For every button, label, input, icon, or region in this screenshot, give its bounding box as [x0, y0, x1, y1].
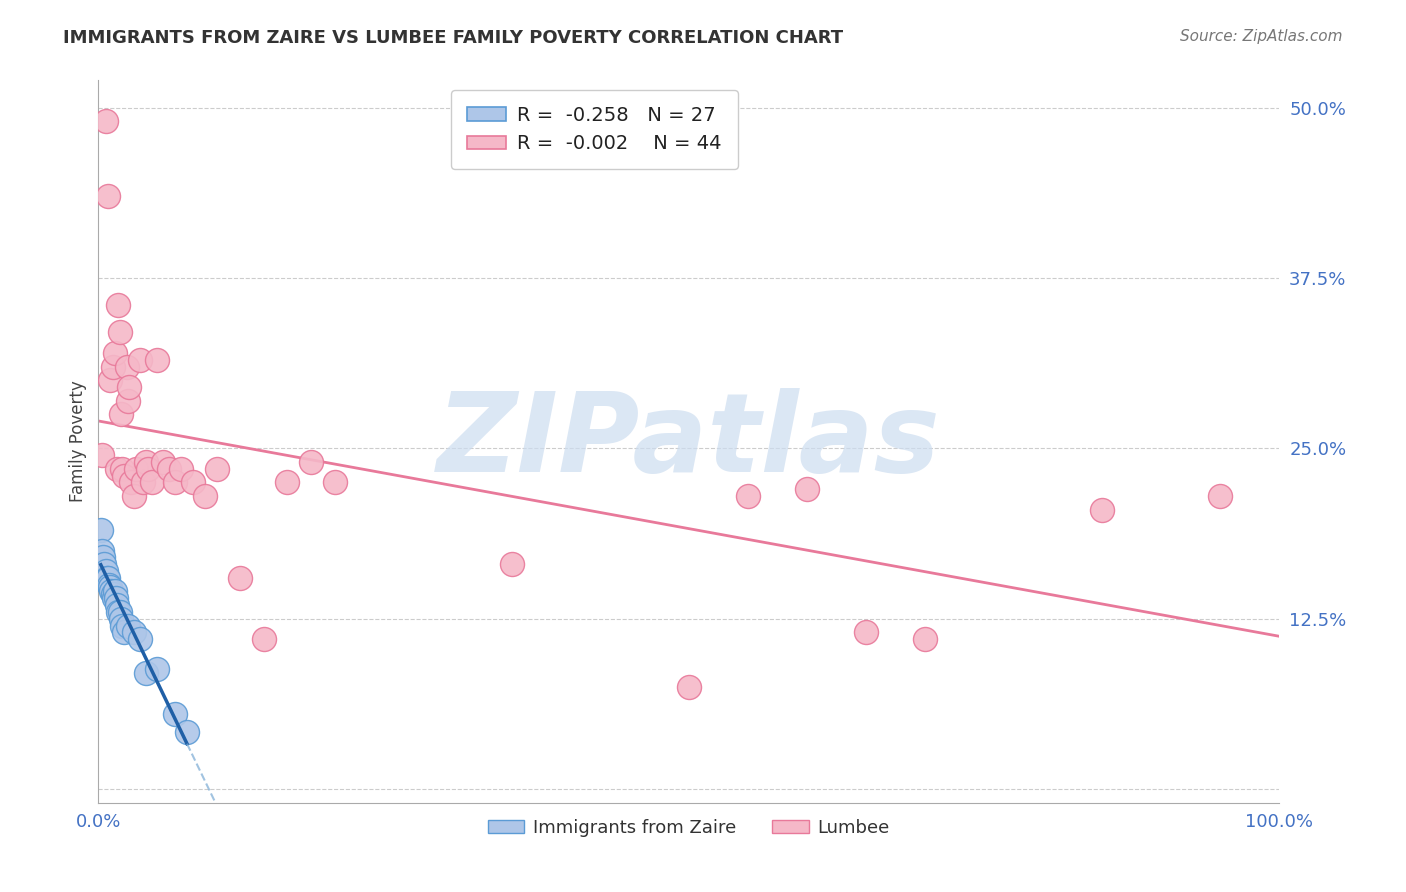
Point — [253, 632, 276, 647]
Point — [90, 523, 112, 537]
Point — [94, 114, 117, 128]
Point — [125, 462, 148, 476]
Point — [97, 189, 120, 203]
Point — [104, 584, 127, 599]
Point — [98, 581, 121, 595]
Point — [323, 475, 346, 490]
Point — [678, 680, 700, 694]
Point — [108, 326, 131, 340]
Point — [128, 352, 150, 367]
Legend: Immigrants from Zaire, Lumbee: Immigrants from Zaire, Lumbee — [481, 812, 897, 845]
Point — [122, 489, 145, 503]
Point — [91, 448, 114, 462]
Point — [135, 666, 157, 681]
Point — [135, 455, 157, 469]
Point — [97, 571, 120, 585]
Point — [165, 707, 187, 722]
Point — [110, 407, 132, 421]
Point — [115, 359, 138, 374]
Text: ZIPatlas: ZIPatlas — [437, 388, 941, 495]
Point — [107, 605, 129, 619]
Point — [93, 558, 115, 572]
Point — [152, 455, 174, 469]
Point — [181, 475, 204, 490]
Point — [94, 564, 117, 578]
Point — [101, 359, 124, 374]
Point — [100, 584, 122, 599]
Point — [229, 571, 252, 585]
Point — [105, 462, 128, 476]
Point — [194, 489, 217, 503]
Point — [98, 577, 121, 591]
Point — [112, 625, 135, 640]
Point — [110, 612, 132, 626]
Point — [1091, 502, 1114, 516]
Point — [117, 618, 139, 632]
Point — [276, 475, 298, 490]
Point — [105, 591, 128, 606]
Point — [96, 571, 118, 585]
Point — [105, 598, 128, 612]
Point — [855, 625, 877, 640]
Point — [117, 393, 139, 408]
Point — [128, 632, 150, 647]
Point — [103, 591, 125, 606]
Point — [122, 625, 145, 640]
Point — [165, 475, 187, 490]
Point — [170, 462, 193, 476]
Point — [914, 632, 936, 647]
Point — [107, 298, 129, 312]
Point — [146, 662, 169, 676]
Point — [136, 462, 159, 476]
Point — [205, 462, 228, 476]
Point — [501, 558, 523, 572]
Point — [101, 587, 124, 601]
Point — [118, 380, 141, 394]
Point — [98, 373, 121, 387]
Point — [91, 550, 114, 565]
Point — [796, 482, 818, 496]
Point — [299, 455, 322, 469]
Text: Source: ZipAtlas.com: Source: ZipAtlas.com — [1180, 29, 1343, 44]
Point — [104, 346, 127, 360]
Point — [111, 462, 134, 476]
Point — [132, 475, 155, 490]
Point — [91, 543, 114, 558]
Point — [146, 352, 169, 367]
Point — [121, 475, 143, 490]
Point — [141, 475, 163, 490]
Text: IMMIGRANTS FROM ZAIRE VS LUMBEE FAMILY POVERTY CORRELATION CHART: IMMIGRANTS FROM ZAIRE VS LUMBEE FAMILY P… — [63, 29, 844, 46]
Y-axis label: Family Poverty: Family Poverty — [69, 381, 87, 502]
Point — [111, 618, 134, 632]
Point — [737, 489, 759, 503]
Point — [1209, 489, 1232, 503]
Point — [108, 605, 131, 619]
Point — [112, 468, 135, 483]
Point — [176, 725, 198, 739]
Point — [157, 462, 180, 476]
